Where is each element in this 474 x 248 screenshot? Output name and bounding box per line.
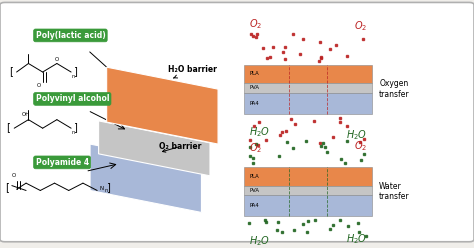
Text: $O_2$: $O_2$ <box>354 139 367 153</box>
Text: Adhesive: Adhesive <box>174 102 214 112</box>
Text: Polyvinyl alcohol: Polyvinyl alcohol <box>36 94 109 103</box>
Text: PVA: PVA <box>250 85 260 91</box>
Text: $H_2O$: $H_2O$ <box>346 128 367 142</box>
Text: $H_2O$: $H_2O$ <box>249 234 270 248</box>
Text: n: n <box>71 74 74 79</box>
Text: O: O <box>12 173 16 178</box>
Bar <box>244 167 372 186</box>
Text: O: O <box>55 57 59 62</box>
Text: PLA: PLA <box>250 174 260 179</box>
Text: N: N <box>100 186 104 191</box>
Text: [: [ <box>6 182 9 192</box>
Text: Water
transfer: Water transfer <box>379 182 410 201</box>
Polygon shape <box>99 121 210 176</box>
Text: [: [ <box>7 122 10 132</box>
FancyBboxPatch shape <box>0 2 474 242</box>
Bar <box>244 195 372 216</box>
Text: $O_2$: $O_2$ <box>354 19 367 33</box>
Bar <box>244 93 372 114</box>
Bar <box>244 186 372 195</box>
Text: ]: ] <box>73 122 76 132</box>
Text: OH: OH <box>22 112 30 117</box>
Text: H₂O barrier: H₂O barrier <box>168 65 217 78</box>
Text: $H_2O$: $H_2O$ <box>346 232 367 246</box>
Polygon shape <box>107 67 218 144</box>
Text: ]: ] <box>73 66 76 76</box>
Text: Oxygen
transfer: Oxygen transfer <box>379 79 410 99</box>
Text: n: n <box>104 188 108 193</box>
Bar <box>244 65 372 83</box>
Text: n: n <box>71 130 74 135</box>
Text: [: [ <box>9 66 13 76</box>
Text: PA4: PA4 <box>250 101 260 106</box>
Polygon shape <box>90 144 201 213</box>
Text: $H_2O$: $H_2O$ <box>249 125 270 139</box>
Text: O₂ barrier: O₂ barrier <box>159 142 201 152</box>
Text: PVA: PVA <box>250 188 260 193</box>
Text: Poly(lactic acid): Poly(lactic acid) <box>36 31 105 40</box>
Text: PLA: PLA <box>250 71 260 76</box>
Text: PA4: PA4 <box>250 203 260 208</box>
Text: $O_2$: $O_2$ <box>249 17 262 31</box>
Text: O: O <box>37 83 41 88</box>
Text: ]: ] <box>106 182 109 192</box>
Text: $O_2$: $O_2$ <box>249 141 262 155</box>
Text: Polyamide 4: Polyamide 4 <box>36 158 89 167</box>
Bar <box>244 83 372 93</box>
